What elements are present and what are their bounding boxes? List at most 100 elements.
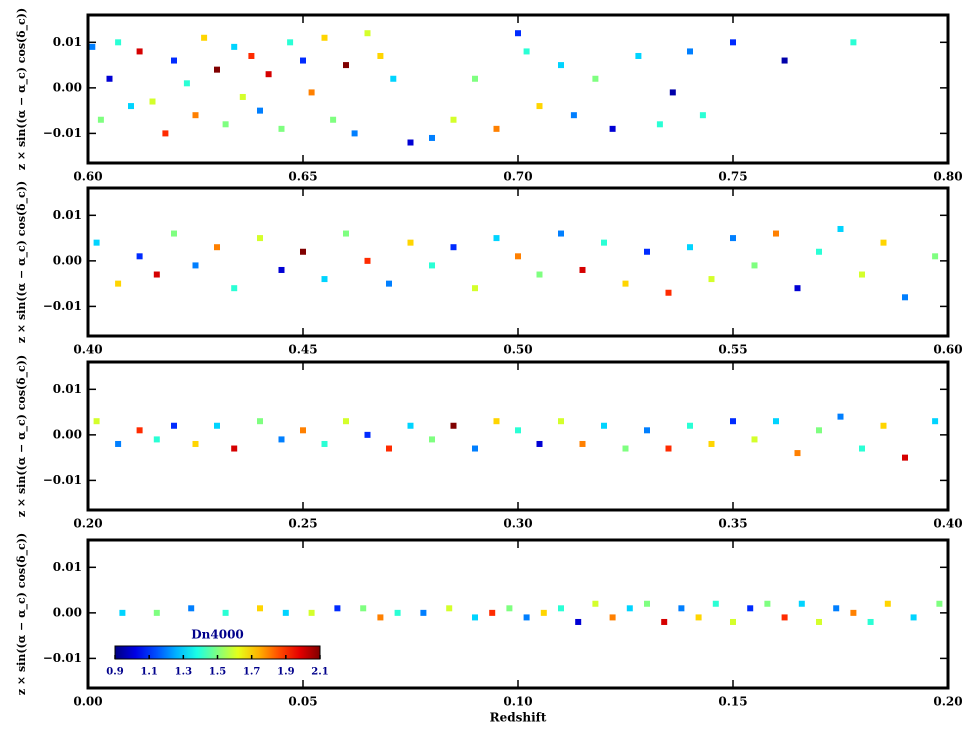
point	[506, 605, 513, 612]
point	[171, 422, 177, 429]
point	[153, 271, 160, 278]
point	[687, 48, 693, 55]
point	[386, 280, 392, 287]
y-tick-label: 0.00	[53, 605, 82, 619]
y-tick-label: −0.01	[43, 473, 82, 487]
point	[343, 62, 349, 69]
y-tick-label: 0.01	[53, 208, 82, 222]
x-tick-label: 0.45	[288, 343, 317, 357]
point	[106, 75, 113, 82]
point	[751, 262, 758, 269]
point	[850, 609, 857, 616]
point	[472, 75, 478, 82]
point	[687, 422, 693, 429]
point	[183, 80, 190, 87]
y-axis-label: z × sin((α − α_c) cos(δ_c))	[15, 181, 29, 343]
point	[644, 248, 650, 255]
y-tick-label: 0.00	[53, 427, 82, 441]
x-tick-label: 0.60	[73, 170, 102, 184]
point	[265, 71, 272, 78]
point	[407, 239, 414, 246]
point	[592, 600, 599, 607]
x-tick-label: 0.75	[718, 170, 747, 184]
point	[450, 422, 457, 429]
point	[321, 276, 328, 283]
y-tick-label: 0.00	[53, 253, 82, 267]
point	[601, 239, 607, 246]
point	[794, 450, 801, 457]
point	[364, 257, 371, 264]
point	[257, 418, 263, 425]
point	[308, 89, 315, 96]
point	[192, 262, 199, 269]
point	[407, 422, 414, 429]
point	[364, 431, 371, 438]
point	[751, 436, 758, 443]
point	[579, 266, 586, 273]
point	[171, 230, 177, 237]
point	[867, 618, 874, 625]
point	[794, 285, 801, 292]
point	[536, 440, 543, 447]
point	[153, 436, 160, 443]
point	[287, 39, 294, 46]
point	[386, 445, 392, 452]
point	[278, 125, 285, 132]
point	[781, 614, 788, 621]
point	[128, 103, 134, 110]
point	[330, 116, 337, 123]
point	[902, 294, 908, 301]
point	[837, 413, 844, 420]
point	[278, 266, 285, 273]
y-tick-label: 0.00	[53, 80, 82, 94]
point	[300, 57, 306, 64]
plot-frame	[86, 13, 950, 165]
point	[592, 75, 599, 82]
point	[222, 609, 229, 616]
point	[429, 134, 435, 141]
point	[364, 30, 371, 37]
point	[730, 39, 736, 46]
point	[420, 609, 427, 616]
point	[932, 418, 939, 425]
point	[626, 605, 633, 612]
point	[343, 418, 349, 425]
point	[97, 116, 104, 123]
y-tick-label: 0.01	[53, 35, 82, 49]
point	[558, 62, 564, 69]
x-tick-label: 0.30	[503, 517, 532, 531]
point	[622, 445, 629, 452]
point	[859, 445, 865, 452]
point	[515, 427, 521, 434]
point	[515, 253, 521, 260]
point	[730, 618, 736, 625]
point	[699, 112, 706, 119]
point	[523, 48, 530, 55]
point	[708, 276, 715, 283]
point	[515, 30, 521, 37]
y-tick-label: 0.01	[53, 560, 82, 574]
x-axis-label: Redshift	[490, 711, 547, 725]
point	[536, 103, 543, 110]
point	[192, 440, 199, 447]
point	[609, 125, 616, 132]
point	[214, 422, 220, 429]
x-tick-label: 0.40	[933, 517, 962, 531]
plot-frame	[86, 360, 950, 512]
point	[171, 57, 177, 64]
colorbar-tick-label: 1.5	[209, 667, 226, 678]
point	[493, 418, 500, 425]
x-tick-label: 0.10	[503, 695, 532, 709]
point	[162, 130, 169, 137]
colorbar-tick-label: 2.1	[311, 667, 328, 678]
point	[390, 75, 397, 82]
x-tick-label: 0.70	[503, 170, 532, 184]
point	[712, 600, 719, 607]
point	[136, 48, 143, 55]
point	[300, 427, 306, 434]
x-tick-label: 0.40	[73, 343, 102, 357]
point	[764, 600, 771, 607]
point	[300, 248, 306, 255]
point	[450, 116, 457, 123]
